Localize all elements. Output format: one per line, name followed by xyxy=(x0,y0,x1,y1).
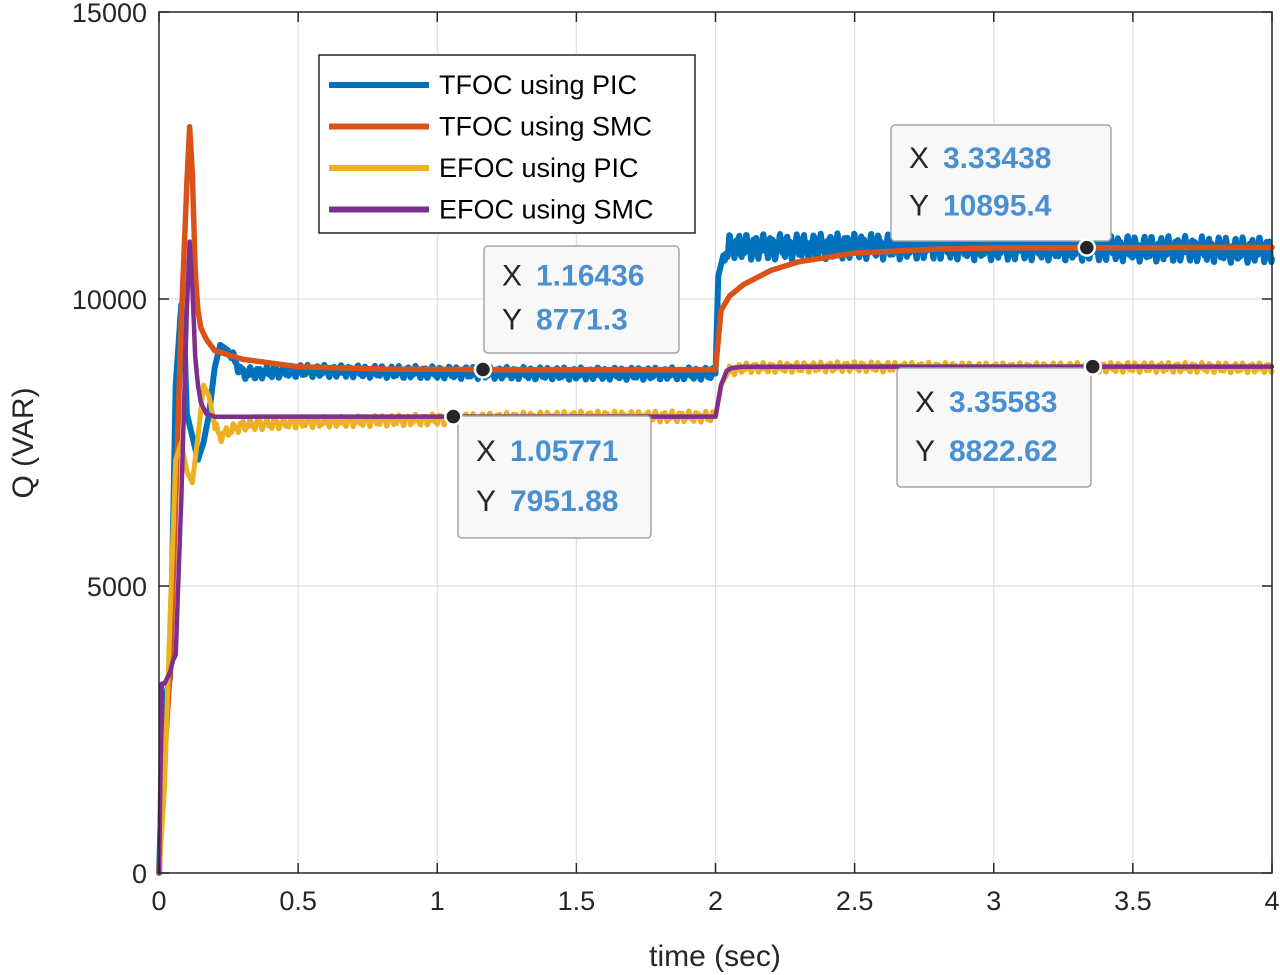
legend-label: TFOC using PIC xyxy=(439,70,637,100)
legend-item-tfoc-using-smc[interactable]: TFOC using SMC xyxy=(329,112,652,142)
datatip-marker xyxy=(473,360,493,379)
datatip-x-key: X xyxy=(915,386,935,419)
y-tick-label: 10000 xyxy=(72,285,147,315)
datatip-box xyxy=(483,245,680,354)
datatip-marker xyxy=(1077,238,1097,257)
x-tick-label: 0.5 xyxy=(279,886,317,916)
datatip-y-key: Y xyxy=(476,485,496,518)
legend-label: EFOC using SMC xyxy=(439,195,654,225)
y-tick-label: 0 xyxy=(132,859,147,889)
y-tick-label: 5000 xyxy=(87,572,147,602)
y-tick-label: 15000 xyxy=(72,0,147,28)
x-tick-label: 4 xyxy=(1264,886,1279,916)
x-axis-label: time (sec) xyxy=(649,940,781,973)
datatip-y-value: 10895.4 xyxy=(943,189,1052,222)
datatip-x-value: 1.16436 xyxy=(536,260,644,293)
x-tick-label: 2 xyxy=(708,886,723,916)
datatip-x-value: 3.35583 xyxy=(949,386,1057,419)
datatip-marker xyxy=(444,407,463,426)
datatip-y-key: Y xyxy=(915,435,935,468)
datatip-y-value: 8771.3 xyxy=(536,303,628,336)
datatip-x-value: 1.05771 xyxy=(510,435,618,468)
datatip-y-value: 7951.88 xyxy=(510,485,618,518)
ticks: 0 0.5 1 1.5 2 2.5 3 3.5 4 0 5000 10000 15000 xyxy=(72,0,1280,916)
x-tick-label: 0 xyxy=(151,886,166,916)
x-tick-label: 3.5 xyxy=(1114,886,1152,916)
legend-label: EFOC using PIC xyxy=(439,153,639,183)
datatip-x-value: 3.33438 xyxy=(943,142,1051,175)
legend[interactable]: TFOC using PIC TFOC using SMC EFOC using P… xyxy=(318,54,696,234)
datatip-y-key: Y xyxy=(502,303,522,336)
datatip-x-key: X xyxy=(476,435,496,468)
datatip-box xyxy=(896,367,1092,488)
legend-item-efoc-using-pic[interactable]: EFOC using PIC xyxy=(329,153,639,183)
x-tick-label: 1 xyxy=(430,886,445,916)
datatip-marker xyxy=(1083,357,1103,376)
datatip-box xyxy=(457,415,652,539)
datatip-y-key: Y xyxy=(909,189,929,222)
legend-item-tfoc-using-pic[interactable]: TFOC using PIC xyxy=(329,70,637,100)
x-tick-label: 1.5 xyxy=(558,886,596,916)
datatip-x-key: X xyxy=(909,142,929,175)
datatip-box xyxy=(890,124,1112,242)
x-tick-label: 2.5 xyxy=(836,886,874,916)
datatip-4: X 3.35583 Y 8822.62 xyxy=(896,357,1103,488)
x-tick-label: 3 xyxy=(986,886,1001,916)
datatips: X 1.16436 Y 8771.3 X 1.05771 Y 7951.88 X 3.33438 Y… xyxy=(444,124,1112,539)
legend-label: TFOC using SMC xyxy=(439,112,652,142)
datatip-2: X 1.05771 Y 7951.88 xyxy=(444,407,652,539)
datatip-y-value: 8822.62 xyxy=(949,435,1057,468)
legend-item-efoc-using-smc[interactable]: EFOC using SMC xyxy=(329,195,654,225)
y-axis-label: Q (VAR) xyxy=(7,387,40,498)
datatip-3: X 3.33438 Y 10895.4 xyxy=(890,124,1112,257)
datatip-1: X 1.16436 Y 8771.3 xyxy=(473,245,680,379)
datatip-x-key: X xyxy=(502,260,522,293)
